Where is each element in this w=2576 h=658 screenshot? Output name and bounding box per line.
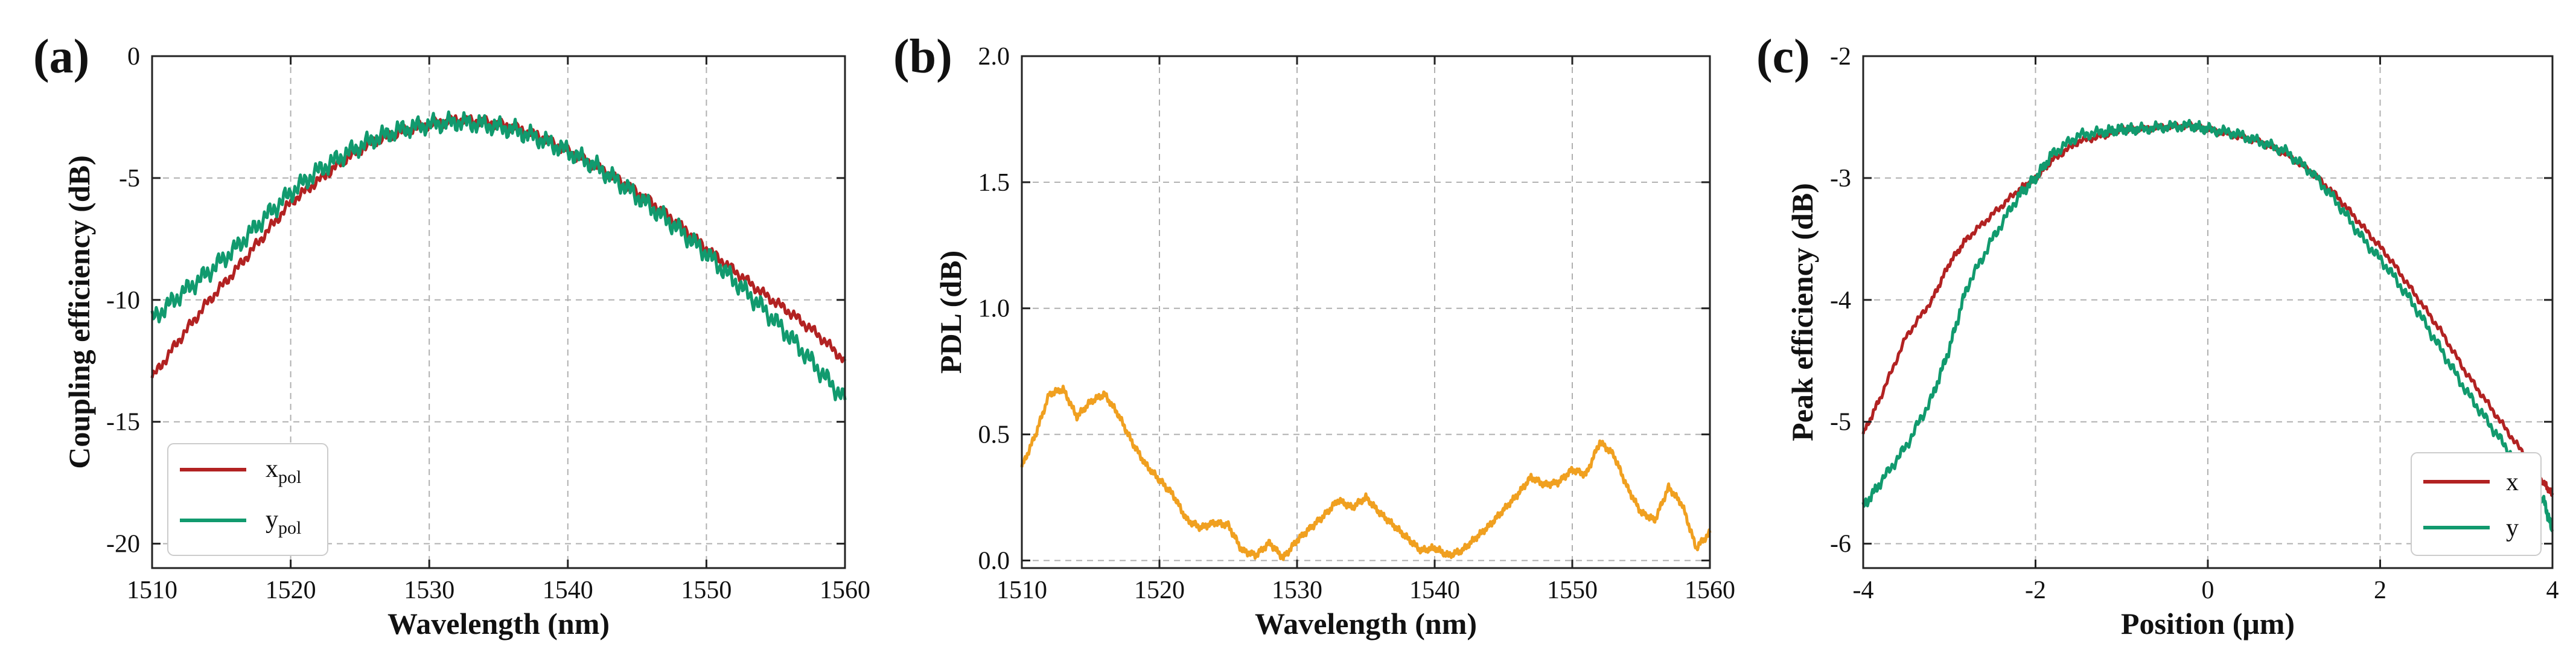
x-tick-label: 4 (2546, 577, 2559, 604)
x-tick-label: -4 (1853, 577, 1874, 604)
y-tick-label: 1.0 (978, 295, 1010, 323)
x-tick-label: 1510 (996, 577, 1047, 604)
panel-c-legend-label-y: y (2506, 514, 2519, 542)
panel-c-label: (c) (1756, 30, 1810, 83)
x-tick-label: 1560 (820, 577, 870, 604)
panel-a-legend-ypol-base: y (266, 506, 278, 534)
panel-c: (c) -4 -2 0 2 4 -2 -3 -4 -5 -6 Position (μm) Peak… (1756, 30, 2559, 640)
x-tick-label: 1520 (266, 577, 316, 604)
panel-c-xlabel: Position (μm) (2121, 607, 2295, 640)
panel-b-label: (b) (893, 30, 952, 83)
panel-a-legend-box (167, 443, 328, 556)
y-tick-label: -4 (1830, 287, 1851, 315)
panel-a-plot-frame (151, 55, 846, 569)
y-tick-label: 2.0 (978, 43, 1010, 71)
panel-b-grid (1022, 56, 1710, 568)
series-line-ypol (150, 110, 847, 401)
x-tick-label: 1510 (127, 577, 177, 604)
y-tick-label: -5 (119, 165, 140, 193)
panel-b-ylabel: PDL (dB) (934, 251, 968, 374)
y-tick-label: -10 (106, 287, 140, 315)
panel-b-series (1020, 385, 1712, 561)
y-tick-label: 1.5 (978, 169, 1010, 197)
panel-a-ylabel: Coupling efficiency (dB) (62, 155, 96, 468)
series-line-PDL (1020, 385, 1712, 561)
y-tick-label: -3 (1830, 165, 1851, 193)
panel-a-legend-xpol-base: x (266, 455, 278, 483)
x-tick-label: 1540 (1409, 577, 1460, 604)
x-tick-label: 1550 (681, 577, 732, 604)
panel-b-plot-frame (1021, 55, 1711, 569)
panel-a-label: (a) (33, 30, 89, 83)
panel-a-legend-label-xpol: xpol (266, 455, 301, 487)
x-tick-label: 1550 (1547, 577, 1598, 604)
y-tick-label: -20 (106, 531, 140, 558)
y-tick-label: 0.5 (978, 421, 1010, 449)
x-tick-label: 0 (2202, 577, 2214, 604)
x-tick-label: 1530 (404, 577, 454, 604)
panel-b: (b) 1510 1520 1530 1540 1550 1560 0.0 0.5 1.0 1.5… (893, 30, 1735, 640)
y-tick-label: -15 (106, 409, 140, 436)
panel-c-series (1861, 118, 2554, 532)
panel-c-grid (1863, 56, 2552, 568)
y-tick-label: 0.0 (978, 547, 1010, 575)
panel-c-ylabel: Peak efficiency (dB) (1785, 183, 1819, 441)
panel-a: (a) 1510 1520 1530 1540 1550 1560 0 -5 -10 -15 -20… (33, 30, 870, 640)
panel-a-xlabel: Wavelength (nm) (387, 607, 610, 640)
x-tick-label: 1530 (1272, 577, 1322, 604)
x-tick-label: 1540 (543, 577, 593, 604)
y-tick-label: 0 (127, 43, 140, 71)
series-line-xpol (150, 114, 847, 379)
x-tick-label: 2 (2374, 577, 2386, 604)
panel-c-legend-box (2411, 452, 2542, 556)
x-tick-label: -2 (2025, 577, 2046, 604)
panel-c-ticks: -4 -2 0 2 4 -2 -3 -4 -5 -6 (1830, 43, 2559, 604)
panel-b-ticks: 1510 1520 1530 1540 1550 1560 0.0 0.5 1.0 1.5 2.0 (978, 43, 1736, 604)
y-tick-label: -2 (1830, 43, 1851, 71)
panel-a-legend-ypol-sub: pol (278, 518, 301, 538)
panel-a-series (150, 110, 847, 401)
y-tick-label: -6 (1830, 531, 1851, 558)
panel-a-legend-label-ypol: ypol (266, 506, 301, 538)
panel-b-xlabel: Wavelength (nm) (1255, 607, 1477, 640)
series-line-y (1861, 118, 2554, 532)
y-tick-label: -5 (1830, 409, 1851, 436)
panel-a-legend-xpol-sub: pol (278, 467, 301, 487)
x-tick-label: 1560 (1685, 577, 1735, 604)
panel-a-legend: xpol ypol (167, 443, 328, 556)
panel-a-ticks: 1510 1520 1530 1540 1550 1560 0 -5 -10 -15 -20 (106, 43, 870, 604)
panel-c-legend: x y (2411, 452, 2542, 556)
x-tick-label: 1520 (1134, 577, 1185, 604)
panel-c-legend-label-x: x (2506, 468, 2519, 496)
